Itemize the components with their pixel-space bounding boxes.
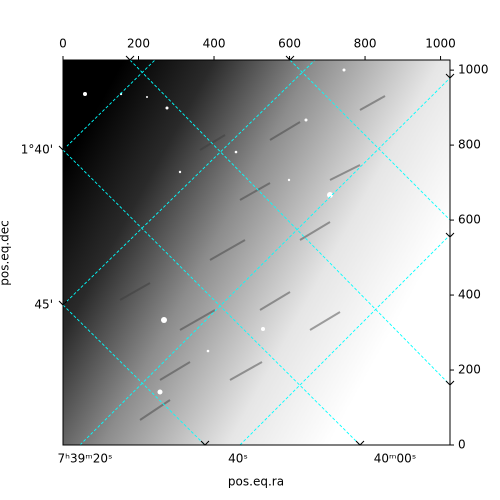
wcs-tick <box>445 73 455 79</box>
grid-line <box>63 304 206 445</box>
wcs-tick <box>285 55 295 61</box>
grid-line <box>79 77 450 445</box>
wcs-tick <box>355 440 365 446</box>
ra-tick-label: 7ʰ39ᵐ20ˢ <box>58 452 113 466</box>
x-tick-label: 0 <box>59 37 67 51</box>
image <box>63 60 450 445</box>
y-tick-label: 600 <box>458 213 481 227</box>
ra-tick-label: 40ᵐ00ˢ <box>374 452 417 466</box>
wcs-tick <box>58 300 68 306</box>
grid-line <box>63 60 316 306</box>
plot-frame <box>62 59 451 446</box>
wcs-tick <box>200 440 210 446</box>
x-tick-label: 800 <box>354 37 377 51</box>
coordinate-grid <box>63 60 450 445</box>
ra-tick-label: 40ˢ <box>228 452 248 466</box>
dec-tick-label: 1°40' <box>21 143 53 157</box>
sky-image <box>63 60 450 445</box>
y-tick-label: 0 <box>458 438 466 452</box>
grid-line <box>239 234 450 445</box>
y-tick-label: 1000 <box>458 63 489 77</box>
y-tick-label: 200 <box>458 363 481 377</box>
streaks <box>119 95 386 421</box>
stars <box>83 68 346 395</box>
grid-line <box>289 60 450 221</box>
x-axis-label: pos.eq.ra <box>228 475 284 489</box>
y-tick-label: 800 <box>458 138 481 152</box>
grid-line <box>129 60 450 386</box>
x-tick-label: 1000 <box>425 37 456 51</box>
wcs-tick <box>445 380 455 386</box>
dec-tick-label: 45' <box>34 298 53 312</box>
x-tick-label: 600 <box>278 37 301 51</box>
wcs-tick <box>125 55 135 61</box>
wcs-tick <box>58 145 68 151</box>
x-tick-label: 400 <box>203 37 226 51</box>
y-axis-label: pos.eq.dec <box>0 220 12 285</box>
x-tick-label: 200 <box>127 37 150 51</box>
y-tick-label: 400 <box>458 288 481 302</box>
grid-line <box>63 60 156 151</box>
wcs-tick <box>445 232 455 238</box>
